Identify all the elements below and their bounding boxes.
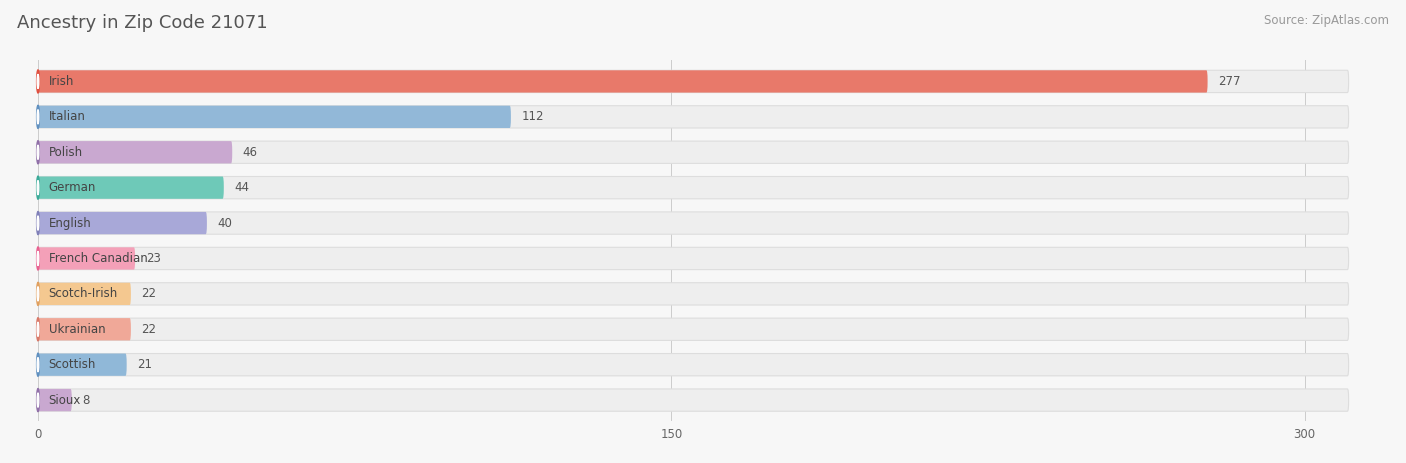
Text: Polish: Polish: [49, 146, 83, 159]
Text: German: German: [49, 181, 96, 194]
FancyBboxPatch shape: [38, 176, 1348, 199]
Text: 8: 8: [83, 394, 90, 407]
Text: 44: 44: [235, 181, 249, 194]
FancyBboxPatch shape: [38, 141, 232, 163]
Text: 21: 21: [138, 358, 152, 371]
FancyBboxPatch shape: [38, 354, 1348, 376]
Circle shape: [37, 251, 39, 266]
FancyBboxPatch shape: [38, 283, 1348, 305]
FancyBboxPatch shape: [38, 141, 1348, 163]
Text: 277: 277: [1218, 75, 1240, 88]
FancyBboxPatch shape: [38, 318, 1348, 340]
Text: Source: ZipAtlas.com: Source: ZipAtlas.com: [1264, 14, 1389, 27]
Circle shape: [37, 353, 39, 376]
Text: English: English: [49, 217, 91, 230]
Circle shape: [37, 181, 39, 195]
FancyBboxPatch shape: [38, 318, 131, 340]
Circle shape: [37, 70, 39, 93]
FancyBboxPatch shape: [38, 247, 1348, 269]
Text: Ancestry in Zip Code 21071: Ancestry in Zip Code 21071: [17, 14, 267, 32]
Text: 22: 22: [142, 288, 156, 300]
Text: 112: 112: [522, 110, 544, 123]
Circle shape: [37, 105, 39, 128]
Circle shape: [37, 357, 39, 372]
Text: Scottish: Scottish: [49, 358, 96, 371]
Circle shape: [37, 110, 39, 124]
Text: 40: 40: [218, 217, 232, 230]
Circle shape: [37, 322, 39, 337]
Circle shape: [37, 287, 39, 301]
FancyBboxPatch shape: [38, 247, 135, 269]
Circle shape: [37, 141, 39, 164]
Text: Scotch-Irish: Scotch-Irish: [49, 288, 118, 300]
Text: Ukrainian: Ukrainian: [49, 323, 105, 336]
Text: 23: 23: [146, 252, 160, 265]
Text: Irish: Irish: [49, 75, 75, 88]
Circle shape: [37, 393, 39, 407]
Text: Italian: Italian: [49, 110, 86, 123]
FancyBboxPatch shape: [38, 106, 1348, 128]
Circle shape: [37, 74, 39, 88]
FancyBboxPatch shape: [38, 389, 72, 411]
FancyBboxPatch shape: [38, 176, 224, 199]
FancyBboxPatch shape: [38, 106, 510, 128]
Circle shape: [37, 216, 39, 230]
FancyBboxPatch shape: [38, 70, 1208, 93]
Text: 22: 22: [142, 323, 156, 336]
Circle shape: [37, 282, 39, 306]
Circle shape: [37, 176, 39, 199]
FancyBboxPatch shape: [38, 212, 207, 234]
Circle shape: [37, 318, 39, 341]
FancyBboxPatch shape: [38, 354, 127, 376]
Text: French Canadian: French Canadian: [49, 252, 148, 265]
Text: 46: 46: [243, 146, 257, 159]
Circle shape: [37, 212, 39, 235]
FancyBboxPatch shape: [38, 389, 1348, 411]
Circle shape: [37, 247, 39, 270]
FancyBboxPatch shape: [38, 212, 1348, 234]
FancyBboxPatch shape: [38, 283, 131, 305]
FancyBboxPatch shape: [38, 70, 1348, 93]
Circle shape: [37, 388, 39, 412]
Text: Sioux: Sioux: [49, 394, 82, 407]
Circle shape: [37, 145, 39, 159]
